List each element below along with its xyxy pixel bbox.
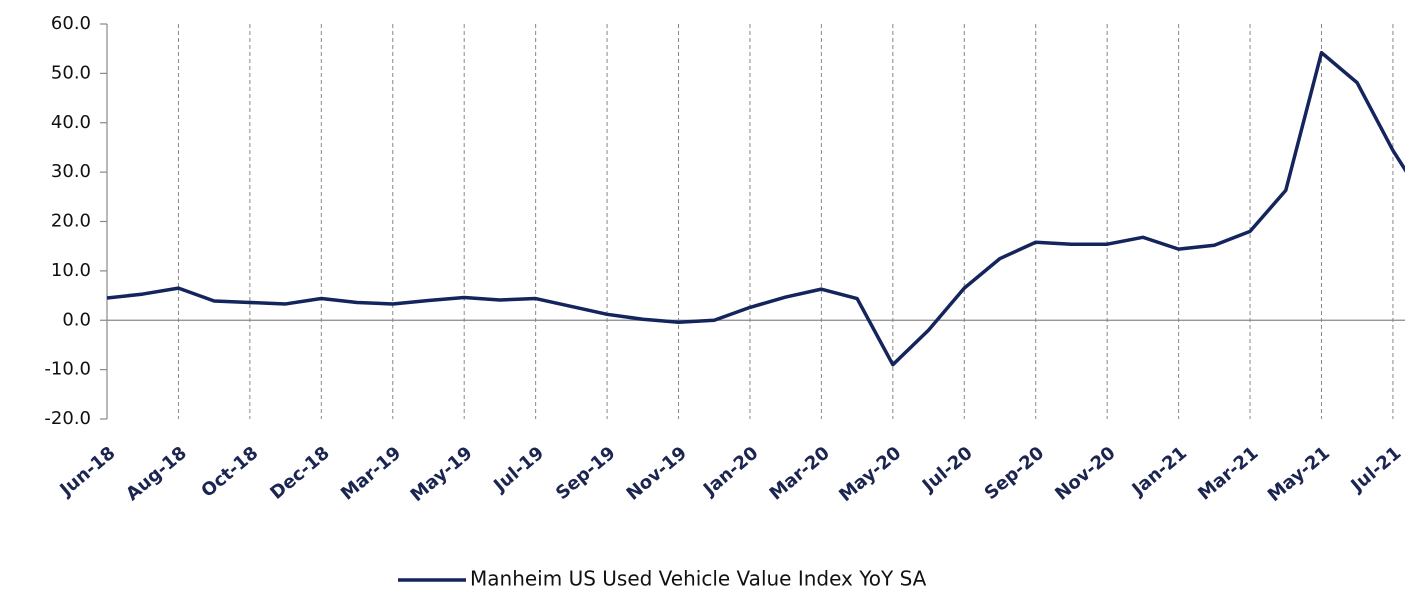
series-line [106,50,1405,367]
y-tick-label: -20.0 [44,408,91,429]
y-tick-label: 30.0 [51,161,91,182]
x-tick-label: Jul-19 [488,443,548,498]
y-tick-label: 10.0 [51,260,91,281]
y-tick-label: 40.0 [51,112,91,133]
x-tick-label: Aug-18 [122,443,191,505]
x-tick-label: May-19 [407,443,477,507]
x-tick-label: Jul-21 [1346,443,1406,498]
legend-label: Manheim US Used Vehicle Value Index YoY … [470,567,927,591]
x-tick-label: Sep-20 [981,443,1049,504]
x-tick-label: Mar-19 [337,443,405,505]
x-tick-label: Oct-18 [197,443,262,502]
x-tick-label: Jul-20 [917,443,977,498]
x-tick-label: Dec-18 [266,443,333,504]
y-tick-label: 50.0 [51,62,91,83]
x-tick-label: Mar-20 [766,443,834,505]
x-tick-label: May-21 [1264,443,1334,507]
x-tick-label: Jan-20 [698,443,762,502]
x-tick-label: Mar-21 [1194,443,1262,505]
grid [100,23,1405,420]
x-tick-label: Nov-20 [1051,443,1119,505]
x-tick-label: Jun-18 [55,443,120,502]
y-tick-label: 0.0 [62,309,91,330]
x-tick-label: Sep-19 [552,443,620,504]
x-tick-label: Nov-19 [623,443,691,505]
x-tick-label: Jan-21 [1127,443,1191,502]
y-tick-label: 20.0 [51,211,91,232]
plot [106,50,1405,367]
x-tick-label: May-20 [835,443,905,507]
y-tick-label: 60.0 [51,13,91,34]
y-tick-label: -10.0 [44,359,91,380]
